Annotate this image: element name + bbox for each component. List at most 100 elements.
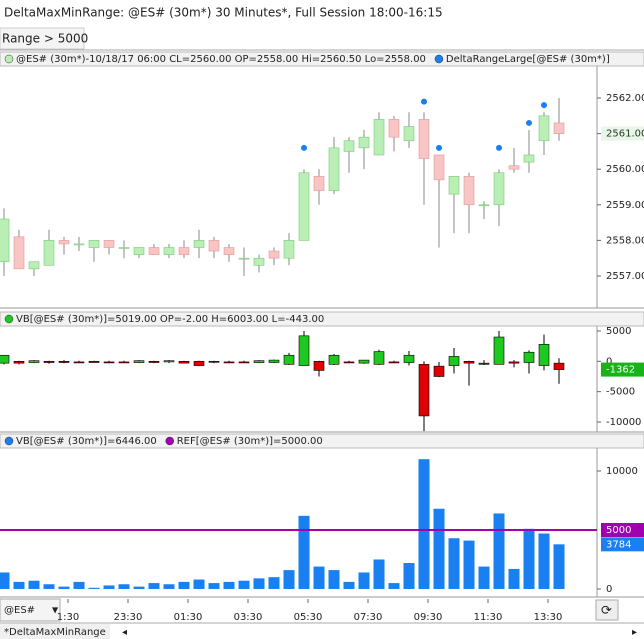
volume-bar bbox=[223, 581, 235, 589]
candle-body bbox=[43, 240, 55, 266]
candle-body bbox=[508, 361, 520, 364]
candle-body bbox=[208, 361, 220, 363]
symbol-text[interactable]: @ES# bbox=[4, 605, 35, 616]
volume-bar bbox=[373, 559, 385, 589]
candle-body bbox=[298, 335, 310, 366]
value-box-label: 5000 bbox=[606, 525, 631, 536]
candle-body bbox=[103, 361, 115, 364]
candle-body bbox=[478, 362, 490, 365]
candle-body bbox=[193, 361, 205, 366]
volume-bar bbox=[28, 580, 40, 589]
x-tick-label: 03:30 bbox=[234, 612, 263, 623]
candle-body bbox=[448, 176, 460, 195]
candle-body bbox=[538, 115, 550, 142]
candle-body bbox=[283, 240, 295, 259]
y-tick-label: 0 bbox=[606, 584, 612, 595]
tab[interactable] bbox=[0, 624, 110, 639]
symbol-select[interactable] bbox=[0, 598, 61, 622]
y-tick-label: 0 bbox=[606, 356, 612, 367]
volume-bar bbox=[103, 585, 115, 589]
volume-bar bbox=[73, 581, 85, 589]
candle-body bbox=[418, 119, 430, 159]
candle-body bbox=[208, 240, 220, 252]
signal-dot bbox=[436, 144, 442, 151]
x-tick-label: 11:30 bbox=[474, 612, 503, 623]
volume-bar bbox=[463, 540, 475, 589]
candle-body bbox=[283, 354, 295, 365]
volume-bar bbox=[553, 544, 565, 589]
volume-bar bbox=[163, 584, 175, 589]
volume-bar bbox=[403, 563, 415, 589]
candle-body bbox=[163, 247, 175, 255]
candle-body bbox=[523, 351, 535, 363]
panel-header bbox=[0, 51, 644, 67]
candle-body bbox=[403, 126, 415, 142]
volume-bar bbox=[13, 581, 25, 589]
y-tick-label: 2557.00 bbox=[606, 271, 644, 282]
candle-body bbox=[88, 240, 100, 248]
candle-body bbox=[118, 361, 130, 364]
candle-body bbox=[13, 361, 25, 364]
candle-body bbox=[253, 360, 265, 363]
candle-body bbox=[118, 247, 130, 249]
candle-body bbox=[238, 257, 250, 260]
volume-bar bbox=[343, 581, 355, 589]
signal-dot bbox=[526, 119, 532, 126]
volume-bar bbox=[358, 572, 370, 589]
filter-text[interactable]: Range > 5000 bbox=[2, 32, 88, 46]
dropdown-arrow[interactable]: ▼ bbox=[52, 606, 59, 615]
panel-header bbox=[0, 433, 644, 449]
scroll-right[interactable]: ▸ bbox=[632, 627, 637, 638]
header-text: VB[@ES# (30m*)]=6446.00 bbox=[16, 436, 157, 447]
candle-body bbox=[313, 176, 325, 191]
tab-label[interactable]: *DeltaMaxMinRange bbox=[4, 627, 106, 638]
refresh-button[interactable] bbox=[595, 599, 619, 621]
volume-bar bbox=[283, 570, 295, 589]
volume-bar bbox=[0, 572, 10, 589]
candle-body bbox=[358, 136, 370, 149]
candle-body bbox=[178, 247, 190, 255]
candle-body bbox=[0, 354, 10, 364]
candle-body bbox=[328, 354, 340, 365]
header-text: DeltaRangeLarge[@ES# (30m*)] bbox=[446, 54, 610, 65]
value-box bbox=[601, 362, 644, 377]
volume-bar bbox=[118, 584, 130, 589]
volume-bar bbox=[178, 581, 190, 589]
volume-bar bbox=[238, 580, 250, 589]
filter-box[interactable] bbox=[0, 27, 85, 50]
signal-dot bbox=[421, 98, 427, 105]
volume-bar bbox=[88, 587, 100, 589]
scroll-left[interactable]: ◂ bbox=[122, 627, 127, 638]
candle-body bbox=[433, 365, 445, 377]
volume-bar bbox=[448, 538, 460, 589]
candle-body bbox=[388, 361, 400, 364]
candle-body bbox=[463, 361, 475, 364]
candle-body bbox=[343, 140, 355, 152]
volume-bar bbox=[253, 578, 265, 589]
candle-body bbox=[133, 360, 145, 363]
candle-body bbox=[58, 361, 70, 363]
y-tick-label: 2558.00 bbox=[606, 235, 644, 246]
candle-body bbox=[163, 360, 175, 363]
volume-bar bbox=[268, 577, 280, 589]
value-box bbox=[601, 522, 644, 537]
candle-body bbox=[508, 165, 520, 170]
candle-body bbox=[223, 247, 235, 255]
volume-bar bbox=[313, 566, 325, 589]
header-text: @ES# (30m*)-10/18/17 06:00 CL=2560.00 OP… bbox=[16, 54, 426, 65]
x-tick-label: 07:30 bbox=[354, 612, 383, 623]
candle-body bbox=[298, 172, 310, 241]
y-tick-label: 2560.00 bbox=[606, 164, 644, 175]
volume-bar bbox=[433, 508, 445, 589]
x-tick-label: 05:30 bbox=[294, 612, 323, 623]
refresh-icon[interactable]: ⟳ bbox=[601, 604, 612, 619]
volume-bar bbox=[538, 533, 550, 589]
volume-bar bbox=[43, 584, 55, 589]
signal-dot bbox=[541, 102, 547, 109]
y-tick-label: -10000 bbox=[606, 417, 641, 428]
candle-body bbox=[148, 361, 160, 363]
candle-body bbox=[178, 361, 190, 364]
candle-body bbox=[238, 361, 250, 364]
candle-body bbox=[148, 247, 160, 255]
x-tick-label: 09:30 bbox=[414, 612, 443, 623]
